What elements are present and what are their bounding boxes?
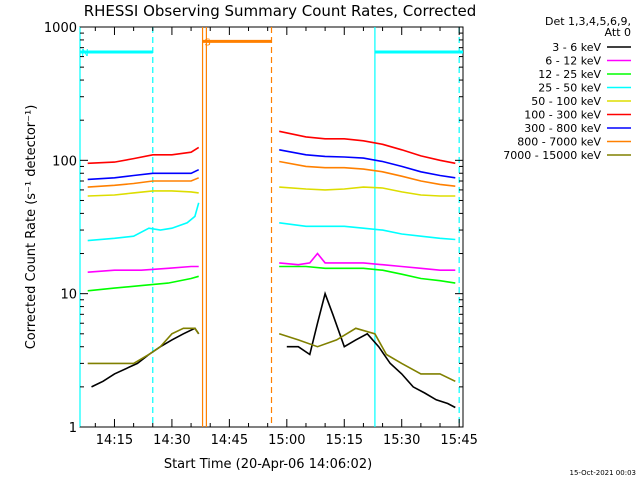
- legend-header-line-1: Det 1,3,4,5,6,9,: [545, 15, 631, 28]
- series-line-1: [87, 252, 456, 273]
- legend-label-8: 7000 - 15000 keV: [503, 149, 601, 162]
- series-line-7: [87, 160, 456, 188]
- y-axis-label: Corrected Count Rate (s⁻¹ detector⁻¹): [24, 105, 39, 350]
- x-tick-label-5: 15:30: [383, 433, 420, 448]
- legend-label-5: 100 - 300 keV: [524, 109, 601, 122]
- y-axis: 1 10 100 1000: [44, 21, 463, 436]
- legend-label-0: 3 - 6 keV: [552, 41, 601, 54]
- x-tick-label-6: 15:45: [440, 433, 477, 448]
- x-axis: 14:15 14:30 14:45 15:00 15:15 15:30 15:45: [94, 27, 478, 448]
- series-line-4: [87, 186, 456, 197]
- legend-label-1: 6 - 12 keV: [545, 55, 601, 68]
- legend-label-3: 25 - 50 keV: [538, 82, 601, 95]
- x-axis-label: Start Time (20-Apr-06 14:06:02): [164, 457, 372, 472]
- x-tick-label-3: 15:00: [268, 433, 305, 448]
- legend-label-4: 50 - 100 keV: [531, 95, 601, 108]
- mode-label-2: S: [204, 37, 210, 48]
- legend-header-line-2: Att 0: [605, 26, 631, 39]
- x-tick-label-4: 15:15: [326, 433, 363, 448]
- legend-label-7: 800 - 7000 keV: [517, 136, 601, 149]
- x-tick-label-2: 14:45: [211, 433, 248, 448]
- footer-timestamp: 15-Oct-2021 00:03: [570, 469, 636, 477]
- series-line-5: [87, 130, 456, 165]
- series-line-8: [87, 327, 456, 383]
- x-tick-label-1: 14:30: [153, 433, 190, 448]
- x-tick-label-0: 14:15: [96, 433, 133, 448]
- series-line-2: [87, 265, 456, 292]
- y-tick-label-1: 10: [60, 288, 77, 303]
- series-line-3: [87, 202, 456, 242]
- annotation-layer: NS: [79, 27, 463, 427]
- series-layer: [87, 130, 456, 409]
- y-tick-label-2: 100: [52, 154, 77, 169]
- chart-title: RHESSI Observing Summary Count Rates, Co…: [84, 2, 477, 20]
- series-line-6: [87, 149, 456, 181]
- legend-label-6: 300 - 800 keV: [524, 122, 601, 135]
- y-tick-label-0: 1: [69, 421, 77, 436]
- legend-label-2: 12 - 25 keV: [538, 68, 601, 81]
- mode-label-0: N: [81, 48, 88, 59]
- y-tick-label-3: 1000: [44, 21, 77, 36]
